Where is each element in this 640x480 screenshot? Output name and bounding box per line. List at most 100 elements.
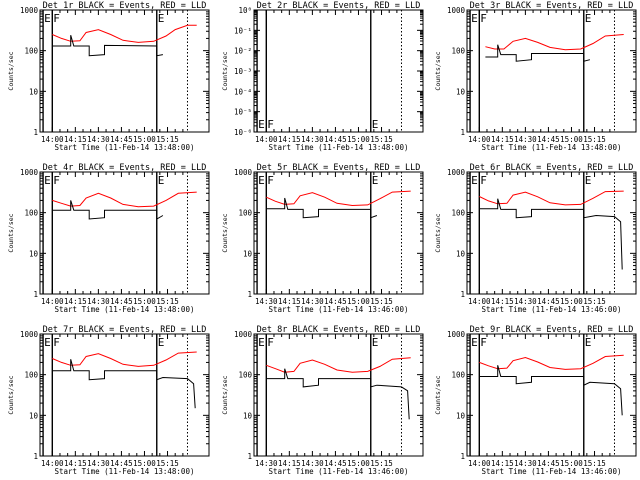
- x-axis-label: Start Time (11-Feb-14 13:46:00): [482, 467, 622, 476]
- event-marker-label: E: [372, 336, 379, 349]
- plot-frame: [466, 9, 637, 133]
- event-marker-label: F: [267, 118, 274, 131]
- plot-frame: [466, 333, 637, 457]
- x-tick-label: 14:15: [491, 135, 514, 144]
- x-tick-label: 15:15: [583, 297, 606, 306]
- series-line-events: [479, 365, 623, 416]
- y-tick-label: 1000: [20, 330, 39, 339]
- series-line-lld: [52, 351, 197, 367]
- x-tick-label: 15:15: [583, 135, 606, 144]
- chart-panel-2: Det 2r BLACK = Events, RED = LLD 10⁻⁶ 10⁻⁵…: [221, 1, 424, 152]
- series-line-lld: [266, 190, 411, 207]
- y-tick-label: 100: [24, 47, 38, 56]
- x-tick-label: 15:00: [133, 459, 156, 468]
- x-tick-label: 14:15: [278, 135, 301, 144]
- x-axis-label: Start Time (11-Feb-14 13:46:00): [269, 305, 409, 314]
- x-tick-label: 14:15: [278, 459, 301, 468]
- event-marker-label: E: [372, 174, 379, 187]
- event-marker-label: E: [585, 174, 592, 187]
- event-marker-label: E: [585, 12, 592, 25]
- series-line-events: [52, 35, 163, 57]
- event-marker-label: E: [585, 336, 592, 349]
- series-line-events: [52, 359, 196, 409]
- x-tick-label: 14:45: [537, 459, 560, 468]
- chart-panel-5: Det 5r BLACK = Events, RED = LLD 1 10 100 10…: [221, 163, 424, 314]
- x-tick-label: 14:15: [64, 297, 87, 306]
- y-tick-label: 1: [460, 290, 465, 299]
- series-line-events: [479, 198, 623, 270]
- x-tick-label: 15:00: [133, 135, 156, 144]
- event-marker-label: E: [471, 12, 478, 25]
- chart-title: Det 2r BLACK = Events, RED = LLD: [257, 1, 421, 11]
- y-tick-label: 1000: [447, 6, 466, 15]
- x-tick-label: 14:15: [491, 459, 514, 468]
- series-line-events: [266, 197, 378, 219]
- y-tick-label: 1000: [20, 168, 39, 177]
- chart-title: Det 8r BLACK = Events, RED = LLD: [257, 325, 421, 335]
- chart-title: Det 6r BLACK = Events, RED = LLD: [470, 163, 634, 173]
- event-marker-label: E: [158, 12, 165, 25]
- y-tick-label: 1000: [20, 6, 39, 15]
- chart-title: Det 4r BLACK = Events, RED = LLD: [43, 163, 207, 173]
- series-line-events: [485, 44, 591, 62]
- plot-frame: [253, 171, 424, 295]
- y-axis-label: Counts/sec: [221, 375, 229, 414]
- y-axis-label: Counts/sec: [7, 51, 15, 90]
- plot-frame: [253, 333, 424, 457]
- x-axis-label: Start Time (11-Feb-14 13:48:00): [55, 467, 195, 476]
- chart-panel-1: Det 1r BLACK = Events, RED = LLD 1 10 100 10…: [7, 1, 210, 152]
- y-tick-label: 1: [460, 452, 465, 461]
- y-axis-label: Counts/sec: [7, 375, 15, 414]
- x-tick-label: 14:45: [324, 459, 347, 468]
- y-tick-label: 1: [33, 452, 38, 461]
- y-tick-label: 10: [456, 87, 466, 96]
- x-tick-label: 14:30: [87, 459, 110, 468]
- plot-frame: [39, 333, 210, 457]
- series-line-lld: [52, 191, 197, 208]
- y-tick-label: 10: [29, 87, 39, 96]
- x-tick-label: 14:30: [514, 297, 537, 306]
- x-tick-label: 14:00: [41, 135, 64, 144]
- y-tick-label: 10: [243, 411, 253, 420]
- chart-title: Det 3r BLACK = Events, RED = LLD: [470, 1, 634, 11]
- y-tick-label: 100: [451, 209, 465, 218]
- event-marker-label: F: [53, 336, 60, 349]
- x-tick-label: 14:30: [301, 459, 324, 468]
- event-marker-label: E: [258, 174, 265, 187]
- event-marker-label: E: [471, 174, 478, 187]
- y-tick-label: 1: [460, 128, 465, 137]
- y-tick-label: 10: [29, 249, 39, 258]
- y-tick-label: 1000: [234, 168, 253, 177]
- series-line-lld: [479, 354, 624, 370]
- event-marker-label: F: [480, 174, 487, 187]
- x-tick-label: 14:30: [87, 135, 110, 144]
- y-tick-label: 1: [33, 128, 38, 137]
- x-tick-label: 14:45: [110, 459, 133, 468]
- x-tick-label: 15:00: [560, 297, 583, 306]
- plot-frame: [253, 9, 424, 133]
- chart-panel-6: Det 6r BLACK = Events, RED = LLD 1 10 100 10…: [434, 163, 637, 314]
- y-tick-label: 100: [238, 371, 252, 380]
- x-tick-label: 14:15: [278, 297, 301, 306]
- x-axis-label: Start Time (11-Feb-14 13:48:00): [55, 305, 195, 314]
- x-axis-label: Start Time (11-Feb-14 13:46:00): [482, 305, 622, 314]
- event-marker-label: E: [44, 174, 51, 187]
- x-tick-label: 15:00: [560, 135, 583, 144]
- event-marker-label: F: [480, 12, 487, 25]
- chart-title: Det 5r BLACK = Events, RED = LLD: [257, 163, 421, 173]
- y-tick-label: 10⁻²: [234, 47, 252, 56]
- y-tick-label: 10: [456, 411, 466, 420]
- series-line-lld: [52, 24, 197, 43]
- x-tick-label: 15:15: [370, 459, 393, 468]
- chart-panel-3: Det 3r BLACK = Events, RED = LLD 1 10 100 10…: [434, 1, 637, 152]
- event-marker-label: E: [158, 174, 165, 187]
- chart-panel-8: Det 8r BLACK = Events, RED = LLD 1 10 100 10…: [221, 325, 424, 476]
- y-axis-label: Counts/sec: [434, 375, 442, 414]
- event-marker-label: F: [53, 174, 60, 187]
- y-tick-label: 10: [29, 411, 39, 420]
- x-tick-label: 14:30: [255, 459, 278, 468]
- event-marker-label: E: [471, 336, 478, 349]
- x-tick-label: 15:15: [156, 297, 179, 306]
- x-tick-label: 14:30: [514, 459, 537, 468]
- y-tick-label: 100: [238, 209, 252, 218]
